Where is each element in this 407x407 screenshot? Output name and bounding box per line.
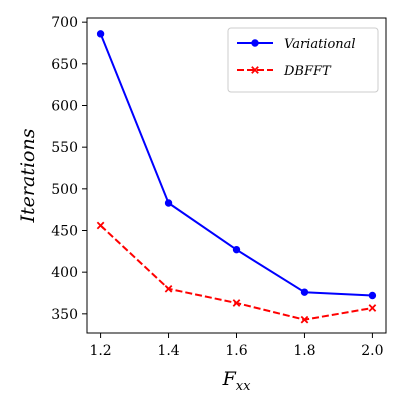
series-2-point <box>300 315 309 324</box>
series-1-point <box>368 291 377 300</box>
series-2-point <box>96 221 105 230</box>
legend-marker-2 <box>251 66 259 74</box>
x-axis: 1.2 1.4 1.6 1.8 2.0 <box>89 333 384 359</box>
series-1-point <box>232 245 241 254</box>
series-2-point <box>368 304 377 312</box>
x-axis-label-main: F <box>222 368 237 390</box>
y-tick-label: 350 <box>51 307 78 323</box>
y-tick-label: 700 <box>51 15 78 31</box>
x-axis-label: Fxx <box>222 368 252 394</box>
y-tick-label: 600 <box>51 99 78 115</box>
legend: Variational DBFFT <box>227 27 379 93</box>
y-tick-label: 400 <box>51 265 78 281</box>
x-tick-label: 1.8 <box>293 343 315 359</box>
series-line-2 <box>99 224 373 321</box>
legend-marker-1 <box>251 39 259 47</box>
x-axis-label-subscript: xx <box>236 379 251 394</box>
legend-label-1: Variational <box>284 37 356 52</box>
y-tick-label: 500 <box>51 182 78 198</box>
x-tick-label: 1.4 <box>157 343 179 359</box>
series-2-point <box>232 299 241 307</box>
y-tick-label: 450 <box>51 224 78 240</box>
y-axis-label: Iterations <box>17 128 39 223</box>
series-1-point <box>164 199 173 207</box>
plot-area <box>96 30 377 324</box>
x-tick-label: 1.2 <box>89 343 111 359</box>
y-tick-label: 550 <box>51 140 78 156</box>
y-tick-label: 650 <box>51 57 78 73</box>
legend-label-2: DBFFT <box>283 64 332 79</box>
series-1-point <box>300 288 309 296</box>
y-axis: 350 400 450 500 550 600 650 700 <box>51 15 87 323</box>
x-tick-label: 2.0 <box>361 343 383 359</box>
series-2-point <box>164 284 173 293</box>
x-tick-label: 1.6 <box>225 343 247 359</box>
series-1-point <box>96 30 105 38</box>
